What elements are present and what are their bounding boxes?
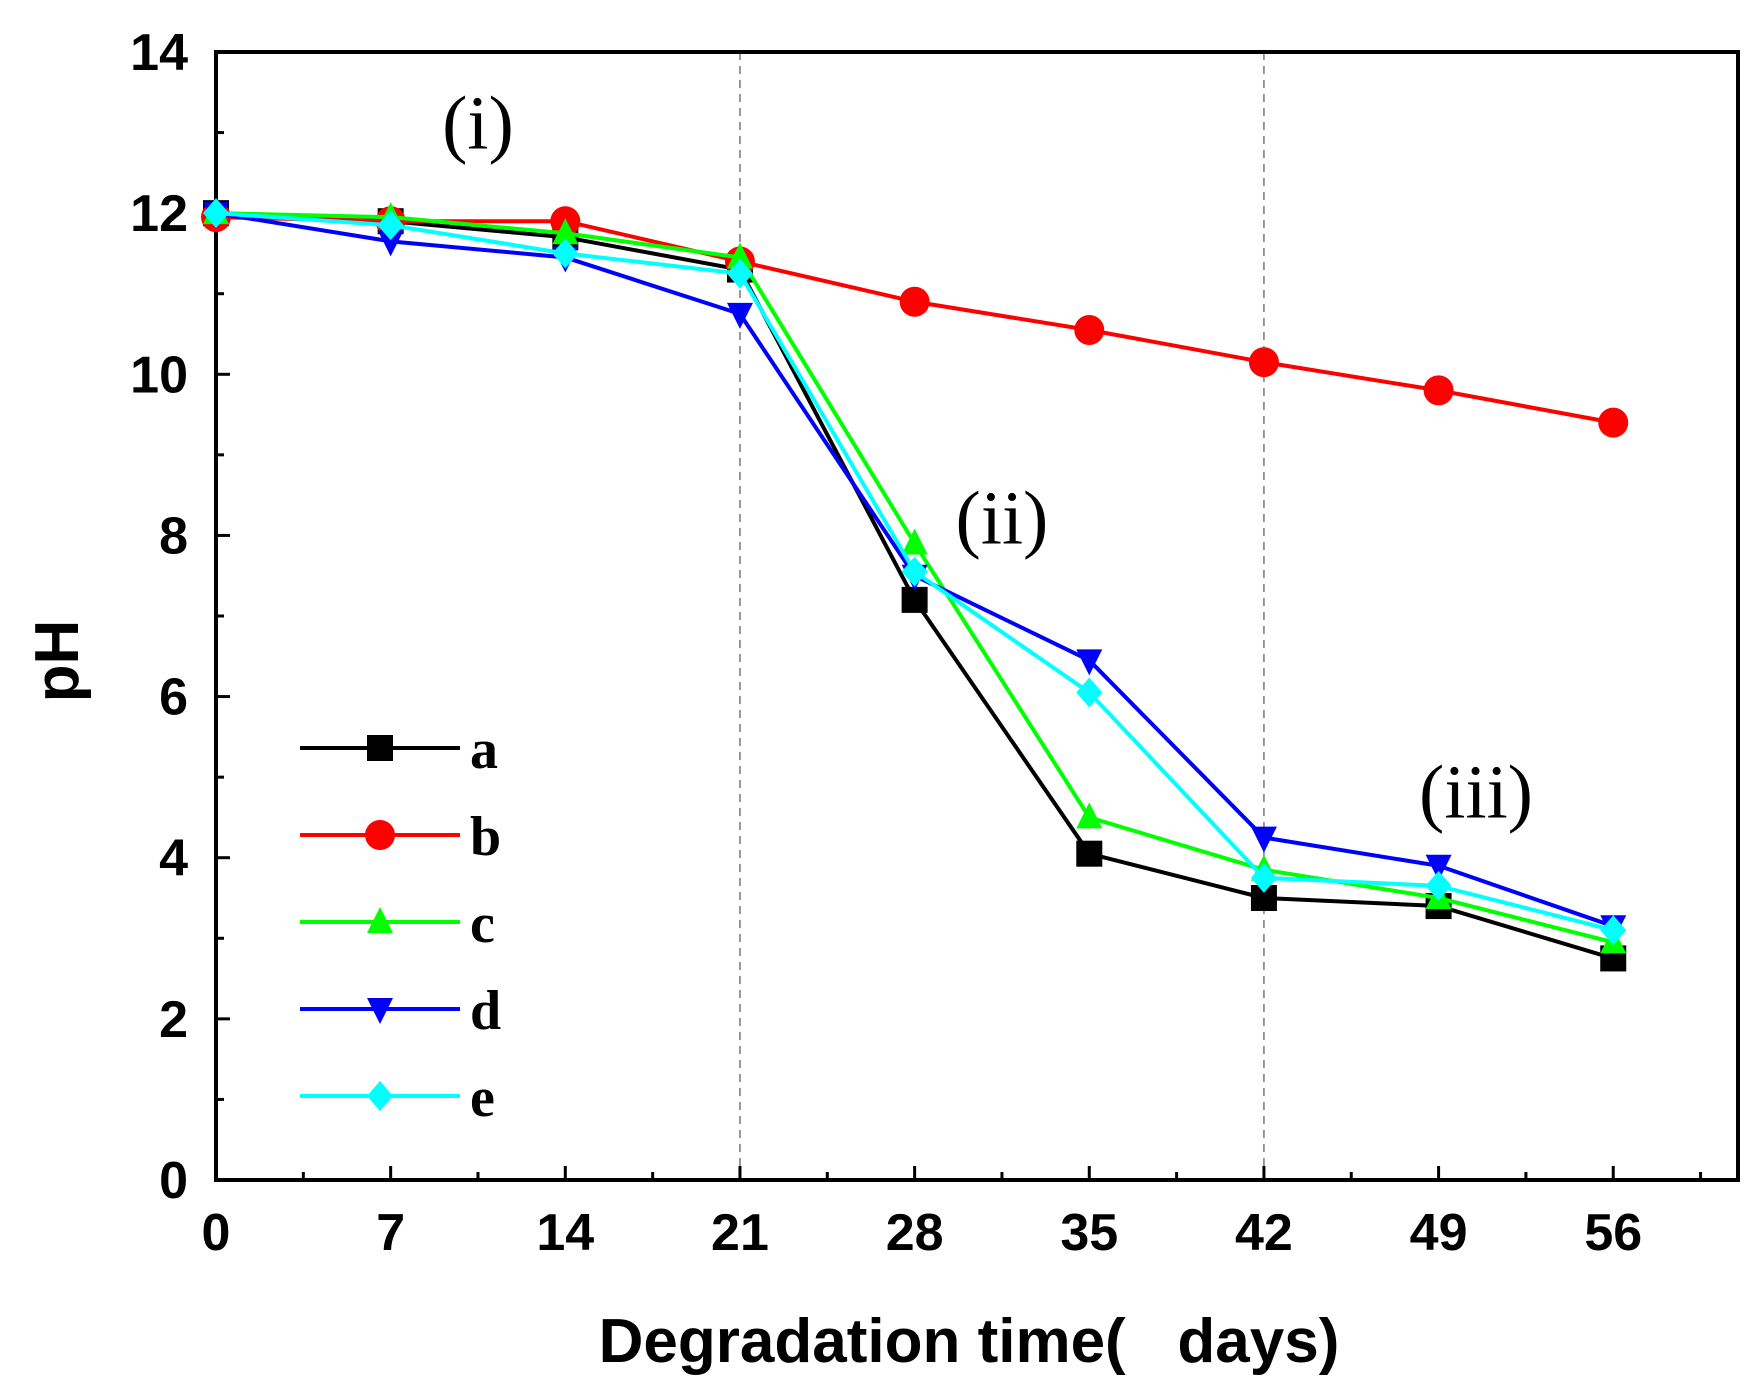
data-point-e-28 [901, 556, 928, 587]
annotation-3: (iii) [1419, 750, 1533, 834]
y-tick-label-10: 10 [130, 346, 188, 404]
data-point-c-21 [726, 242, 753, 269]
annotations: (i) (ii) (iii) [442, 82, 1533, 835]
legend-label-b: b [470, 806, 501, 868]
data-point-e-35 [1076, 677, 1103, 708]
data-point-e-21 [726, 258, 753, 289]
annotation-2: (ii) [956, 476, 1049, 560]
data-point-e-56 [1600, 915, 1627, 946]
data-point-d-49 [1425, 854, 1452, 881]
x-tick-label-56: 56 [1584, 1204, 1642, 1262]
legend-entry-b: b [300, 806, 501, 868]
y-tick-label-12: 12 [130, 185, 188, 243]
y-tick-label-0: 0 [159, 1152, 188, 1210]
x-tick-label-0: 0 [202, 1204, 231, 1262]
data-point-b-56 [1598, 407, 1629, 438]
data-point-e-42 [1250, 862, 1277, 893]
reference-lines [739, 52, 1265, 1180]
legend-marker-b [365, 820, 395, 850]
x-tick-label-7: 7 [376, 1204, 405, 1262]
y-tick-label-2: 2 [159, 991, 188, 1049]
axes: 0 7 14 21 28 35 42 49 56 0 2 4 6 8 10 12 14 [130, 24, 1740, 1262]
data-point-d-21 [726, 302, 753, 329]
series-layer [201, 198, 1629, 972]
data-point-d-42 [1250, 826, 1277, 853]
annotation-1: (i) [442, 82, 514, 166]
x-tick-label-49: 49 [1410, 1204, 1468, 1262]
legend-entry-c: c [300, 893, 495, 955]
data-point-b-42 [1248, 347, 1279, 378]
legend-label-a: a [470, 719, 498, 781]
x-tick-label-21: 21 [711, 1204, 769, 1262]
data-point-a-35 [1076, 840, 1103, 867]
data-point-d-35 [1076, 649, 1103, 676]
data-point-c-28 [901, 528, 928, 555]
legend-marker-d [367, 998, 393, 1024]
data-point-e-14 [552, 238, 579, 269]
series-b [201, 202, 1629, 438]
legend-entry-d: d [300, 980, 501, 1042]
y-tick-label-4: 4 [159, 830, 188, 888]
series-e [203, 198, 1627, 946]
data-point-c-35 [1076, 802, 1103, 829]
legend-marker-c [367, 907, 393, 933]
data-point-c-14 [552, 218, 579, 245]
legend-label-d: d [470, 980, 501, 1042]
series-line-b [215, 215, 1614, 425]
data-point-d-7 [377, 230, 404, 257]
data-point-b-35 [1074, 314, 1105, 345]
data-point-a-28 [901, 586, 928, 613]
legend-entry-e: e [300, 1067, 495, 1129]
x-tick-label-14: 14 [536, 1204, 594, 1262]
x-axis-title: Degradation time( days) [599, 1307, 1340, 1376]
x-tick-label-35: 35 [1060, 1204, 1118, 1262]
legend-marker-a [367, 735, 393, 761]
legend-label-e: e [470, 1067, 495, 1129]
data-point-b-28 [899, 286, 930, 317]
data-point-e-49 [1425, 870, 1452, 901]
y-tick-label-8: 8 [159, 507, 188, 565]
y-tick-label-6: 6 [159, 669, 188, 727]
y-axis-title: pH [23, 620, 92, 703]
x-tick-label-28: 28 [886, 1204, 944, 1262]
y-tick-label-14: 14 [130, 24, 188, 82]
x-tick-label-42: 42 [1235, 1204, 1293, 1262]
legend-marker-e [367, 1081, 393, 1111]
legend-label-c: c [470, 893, 495, 955]
data-point-b-49 [1423, 375, 1454, 406]
data-point-e-0 [203, 198, 229, 229]
legend-entry-a: a [300, 719, 498, 781]
data-point-e-7 [377, 210, 404, 241]
